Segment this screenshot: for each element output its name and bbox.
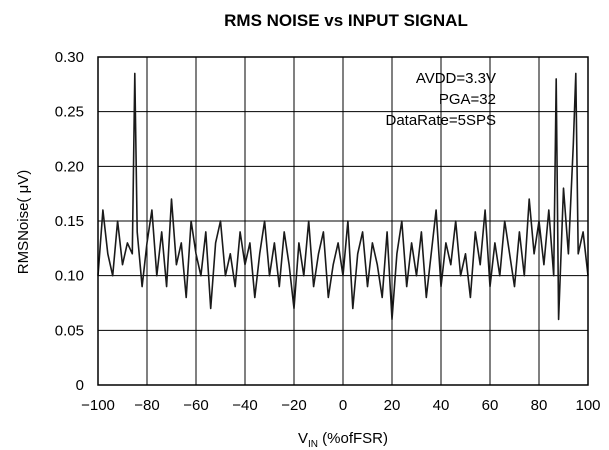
y-tick-label: 0 bbox=[76, 377, 84, 394]
x-tick-label: −20 bbox=[281, 397, 306, 414]
x-tick-label: 0 bbox=[339, 397, 347, 414]
annotation-box: AVDD=3.3V PGA=32 DataRate=5SPS bbox=[386, 70, 497, 129]
x-axis-label-rest: (%ofFSR) bbox=[318, 430, 388, 447]
plot-area bbox=[97, 56, 589, 386]
x-tick-label: 20 bbox=[384, 397, 401, 414]
y-tick-labels: 0 0.05 0.10 0.15 0.20 0.25 0.30 bbox=[55, 49, 84, 394]
x-tick-label: −40 bbox=[232, 397, 257, 414]
series-line bbox=[97, 72, 589, 321]
x-tick-label: 60 bbox=[482, 397, 499, 414]
annotation-line: AVDD=3.3V bbox=[416, 70, 496, 87]
x-tick-label: 80 bbox=[531, 397, 548, 414]
y-tick-label: 0.05 bbox=[55, 322, 84, 339]
x-axis-label: VIN (%ofFSR) bbox=[298, 430, 388, 450]
x-tick-labels: −100 −80 −60 −40 −20 0 20 40 60 80 100 bbox=[81, 397, 600, 414]
x-axis-label-main: V bbox=[298, 430, 308, 447]
x-tick-label: 40 bbox=[433, 397, 450, 414]
x-tick-label: −100 bbox=[81, 397, 115, 414]
y-tick-label: 0.30 bbox=[55, 49, 84, 66]
x-axis-label-sub: IN bbox=[308, 439, 318, 450]
x-tick-label: 100 bbox=[575, 397, 600, 414]
x-tick-label: −80 bbox=[134, 397, 159, 414]
y-tick-label: 0.25 bbox=[55, 104, 84, 121]
y-tick-label: 0.10 bbox=[55, 268, 84, 285]
chart-title: RMS NOISE vs INPUT SIGNAL bbox=[224, 11, 468, 30]
y-axis-label: RMSNoise( μV) bbox=[15, 170, 32, 275]
y-tick-label: 0.20 bbox=[55, 158, 84, 175]
y-tick-label: 0.15 bbox=[55, 213, 84, 230]
annotation-line: PGA=32 bbox=[439, 91, 496, 108]
annotation-line: DataRate=5SPS bbox=[386, 112, 497, 129]
gridlines bbox=[98, 57, 588, 385]
x-tick-label: −60 bbox=[183, 397, 208, 414]
